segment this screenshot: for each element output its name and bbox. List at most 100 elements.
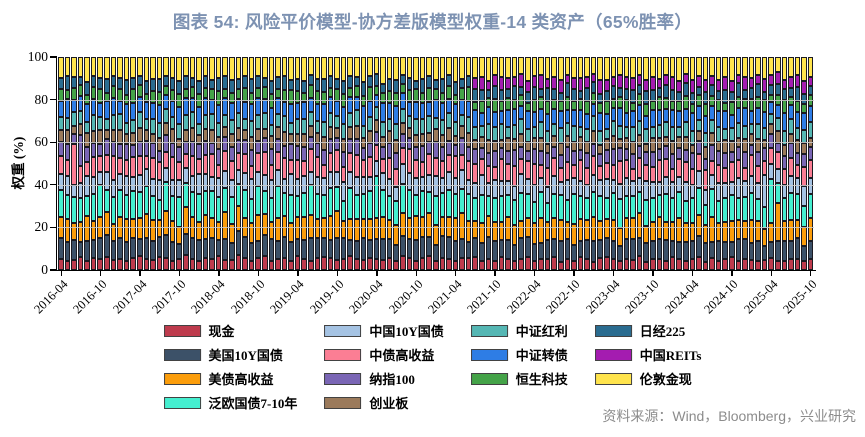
- segment-convertible: [386, 102, 393, 120]
- segment-dividend: [288, 122, 294, 135]
- segment-us10y: [485, 237, 492, 260]
- stacked-bar: [656, 57, 663, 270]
- segment-dividend: [682, 121, 689, 137]
- segment-convertible: [715, 110, 722, 127]
- segment-chinext: [669, 140, 676, 154]
- segment-cn10y: [386, 179, 393, 196]
- segment-convertible: [163, 94, 169, 110]
- segment-ushy: [182, 207, 189, 234]
- segment-cnreits: [788, 76, 794, 88]
- segment-hstech: [650, 101, 656, 110]
- segment-dividend: [551, 124, 557, 136]
- segment-nasdaq100: [248, 150, 255, 166]
- segment-nasdaq100: [742, 152, 748, 168]
- segment-dividend: [432, 117, 439, 129]
- segment-nikkei225: [623, 88, 630, 100]
- segment-nikkei225: [235, 79, 242, 89]
- segment-cash: [248, 261, 255, 270]
- segment-cn10y: [715, 182, 722, 201]
- segment-cnhy: [742, 167, 748, 182]
- stacked-bar: [419, 57, 426, 270]
- segment-convertible: [255, 97, 261, 115]
- segment-nikkei225: [255, 76, 261, 89]
- segment-convertible: [90, 98, 97, 115]
- segment-euro7-10: [689, 198, 696, 223]
- segment-cash: [742, 258, 748, 270]
- segment-convertible: [630, 110, 636, 128]
- segment-chinext: [775, 131, 781, 143]
- segment-cash: [446, 258, 452, 270]
- segment-cnreits: [643, 80, 650, 91]
- legend-label-cn10y: 中国10Y国债: [369, 324, 444, 339]
- segment-euro7-10: [768, 179, 775, 223]
- segment-convertible: [531, 112, 538, 128]
- segment-cnreits: [557, 80, 564, 93]
- segment-dividend: [104, 119, 110, 131]
- segment-cash: [294, 255, 301, 270]
- segment-convertible: [196, 107, 202, 125]
- segment-cn10y: [229, 180, 235, 197]
- stacked-bar: [498, 57, 505, 270]
- segment-nasdaq100: [169, 142, 176, 157]
- segment-hstech: [136, 85, 143, 98]
- segment-chinext: [452, 135, 459, 145]
- segment-cnhy: [781, 169, 788, 185]
- stacked-bar: [807, 57, 814, 270]
- segment-nasdaq100: [511, 149, 518, 166]
- stacked-bar: [709, 57, 715, 270]
- segment-chinext: [255, 128, 261, 141]
- segment-cash: [551, 256, 557, 270]
- segment-dividend: [742, 125, 748, 140]
- segment-chinext: [551, 135, 557, 147]
- segment-cn10y: [735, 177, 742, 198]
- segment-ushy: [196, 222, 202, 240]
- segment-convertible: [656, 109, 663, 126]
- segment-cn10y: [584, 185, 590, 199]
- segment-ushy: [748, 219, 755, 243]
- y-tick: [50, 141, 56, 143]
- segment-hstech: [248, 92, 255, 104]
- segment-cnhy: [610, 164, 617, 180]
- segment-convertible: [426, 102, 432, 117]
- segment-gold: [459, 57, 465, 79]
- segment-nikkei225: [386, 78, 393, 91]
- segment-nasdaq100: [222, 136, 229, 152]
- segment-euro7-10: [498, 196, 505, 223]
- segment-dividend: [590, 116, 597, 131]
- segment-ushy: [222, 211, 229, 239]
- stacked-bar: [248, 57, 255, 270]
- segment-cn10y: [452, 178, 459, 194]
- segment-dividend: [584, 128, 590, 142]
- segment-dividend: [492, 127, 498, 141]
- segment-ushy: [768, 222, 775, 243]
- segment-cnhy: [413, 160, 419, 178]
- segment-cnhy: [577, 160, 584, 182]
- segment-us10y: [314, 238, 321, 258]
- segment-chinext: [117, 130, 123, 145]
- segment-cash: [215, 256, 222, 270]
- segment-cnreits: [630, 77, 636, 91]
- segment-cash: [755, 261, 761, 270]
- segment-dividend: [373, 106, 380, 121]
- x-tick: [731, 271, 733, 276]
- segment-convertible: [801, 113, 807, 131]
- x-tick-label: 2017-04: [109, 277, 150, 317]
- segment-us10y: [360, 238, 367, 261]
- segment-us10y: [551, 238, 557, 257]
- segment-us10y: [255, 241, 261, 259]
- segment-chinext: [761, 140, 768, 149]
- x-tick: [415, 271, 417, 276]
- segment-cash: [452, 261, 459, 270]
- segment-euro7-10: [525, 193, 531, 218]
- segment-cnhy: [90, 156, 97, 178]
- segment-cnhy: [768, 147, 775, 164]
- segment-chinext: [728, 140, 735, 152]
- segment-cn10y: [623, 178, 630, 197]
- segment-nasdaq100: [386, 143, 393, 158]
- x-tick: [100, 271, 102, 276]
- segment-us10y: [498, 239, 505, 257]
- segment-chinext: [518, 133, 525, 147]
- segment-euro7-10: [248, 199, 255, 224]
- segment-ushy: [347, 218, 354, 240]
- segment-cash: [202, 258, 209, 270]
